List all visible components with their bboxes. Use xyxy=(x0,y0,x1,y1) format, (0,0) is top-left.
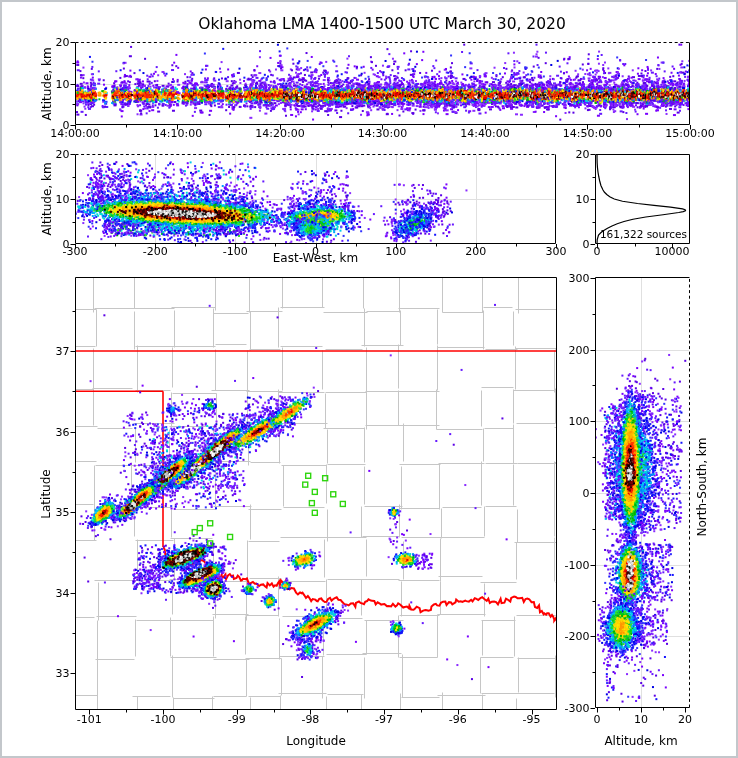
tick-label: 20 xyxy=(56,148,70,161)
tick-label: 36 xyxy=(56,425,70,438)
tick-label: 0 xyxy=(583,238,590,251)
axis-label-north-south: North-South, km xyxy=(695,437,709,536)
tick-label: 14:30:00 xyxy=(358,127,407,140)
tick-label: 37 xyxy=(56,345,70,358)
tick-label: -100 xyxy=(565,558,590,571)
lma-plot-canvas xyxy=(0,0,738,758)
tick-label: 14:10:00 xyxy=(153,127,202,140)
tick-label: 200 xyxy=(569,343,590,356)
tick-label: -300 xyxy=(565,702,590,715)
tick-label: 300 xyxy=(546,245,567,258)
axis-label-altitude: Altitude, km xyxy=(40,47,54,120)
axis-label-altitude: Altitude, km xyxy=(604,734,677,748)
tick-label: 0 xyxy=(583,487,590,500)
tick-label: 0 xyxy=(594,713,601,726)
tick-label: 35 xyxy=(56,506,70,519)
tick-label: 200 xyxy=(465,245,486,258)
tick-label: 20 xyxy=(576,148,590,161)
tick-label: -200 xyxy=(565,630,590,643)
tick-label: 10 xyxy=(634,713,648,726)
axis-label-altitude: Altitude, km xyxy=(40,162,54,235)
tick-label: 10 xyxy=(56,77,70,90)
tick-label: 15:00:00 xyxy=(665,127,714,140)
tick-label: 33 xyxy=(56,667,70,680)
tick-label: -200 xyxy=(143,245,168,258)
tick-label: 100 xyxy=(569,415,590,428)
annotation-source-count: 161,322 sources xyxy=(600,228,687,240)
tick-label: -97 xyxy=(375,713,393,726)
tick-label: -99 xyxy=(228,713,246,726)
tick-label: 0 xyxy=(63,238,70,251)
tick-label: 14:40:00 xyxy=(460,127,509,140)
tick-label: 100 xyxy=(385,245,406,258)
tick-label: -98 xyxy=(301,713,319,726)
tick-label: 10 xyxy=(576,193,590,206)
tick-label: -100 xyxy=(151,713,176,726)
tick-label: 14:50:00 xyxy=(563,127,612,140)
tick-label: 20 xyxy=(56,36,70,49)
tick-label: 20 xyxy=(678,713,692,726)
tick-label: 0 xyxy=(63,119,70,132)
tick-label: 0 xyxy=(594,245,601,258)
axis-label-east-west: East-West, km xyxy=(273,251,359,265)
tick-label: 10000 xyxy=(655,245,690,258)
tick-label: 10 xyxy=(56,193,70,206)
tick-label: 14:20:00 xyxy=(255,127,304,140)
axis-label-latitude: Latitude xyxy=(39,469,53,518)
tick-label: 14:00:00 xyxy=(50,127,99,140)
tick-label: -95 xyxy=(523,713,541,726)
lma-figure: Oklahoma LMA 1400-1500 UTC March 30, 202… xyxy=(0,0,738,758)
tick-label: -101 xyxy=(77,713,102,726)
tick-label: -96 xyxy=(449,713,467,726)
tick-label: -100 xyxy=(223,245,248,258)
axis-label-longitude: Longitude xyxy=(286,734,346,748)
tick-label: 34 xyxy=(56,586,70,599)
figure-title: Oklahoma LMA 1400-1500 UTC March 30, 202… xyxy=(198,15,566,33)
tick-label: 300 xyxy=(569,271,590,284)
